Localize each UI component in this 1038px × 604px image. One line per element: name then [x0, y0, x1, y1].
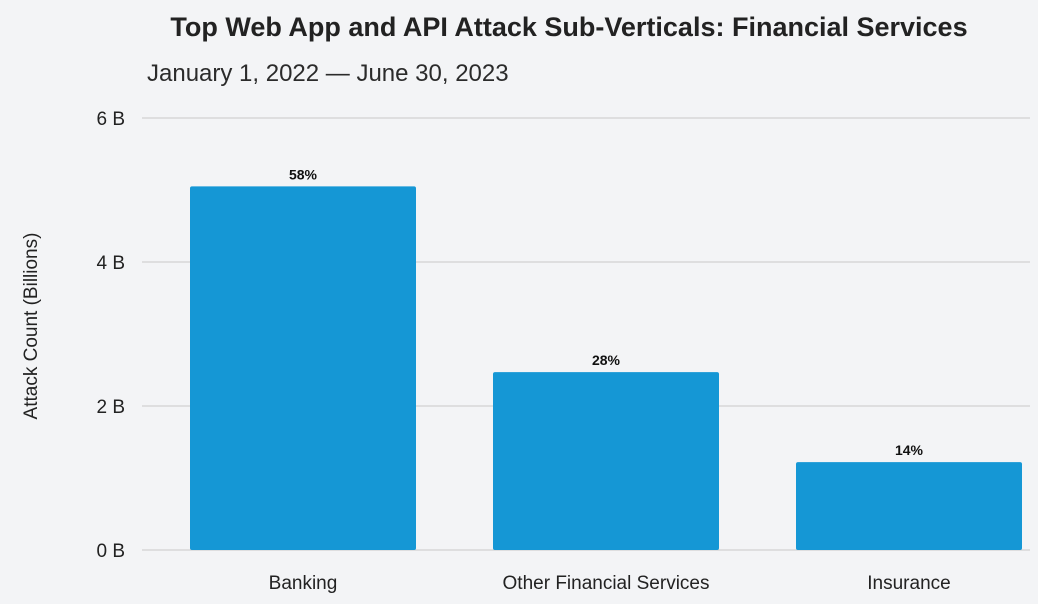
bar: [796, 462, 1022, 550]
bars: [190, 186, 1022, 550]
bar-data-label: 14%: [895, 442, 924, 458]
bar-data-label: 58%: [289, 166, 318, 182]
y-axis-ticks: 0 B 2 B 4 B 6 B: [96, 109, 125, 562]
y-tick-label: 4 B: [96, 253, 125, 274]
chart-title: Top Web App and API Attack Sub-Verticals…: [170, 12, 968, 42]
y-tick-label: 6 B: [96, 109, 125, 130]
x-category-label: Insurance: [867, 573, 950, 594]
bar: [493, 372, 719, 550]
bar: [190, 186, 416, 550]
y-axis-title: Attack Count (Billions): [21, 233, 42, 420]
chart-subtitle: January 1, 2022 — June 30, 2023: [147, 60, 509, 87]
x-category-label: Banking: [269, 573, 338, 594]
bar-data-label: 28%: [592, 352, 621, 368]
x-category-label: Other Financial Services: [503, 573, 710, 594]
y-tick-label: 0 B: [96, 541, 125, 562]
y-tick-label: 2 B: [96, 397, 125, 418]
data-labels: 58% 28% 14%: [289, 166, 924, 458]
x-axis-categories: Banking Other Financial Services Insurance: [269, 573, 951, 594]
